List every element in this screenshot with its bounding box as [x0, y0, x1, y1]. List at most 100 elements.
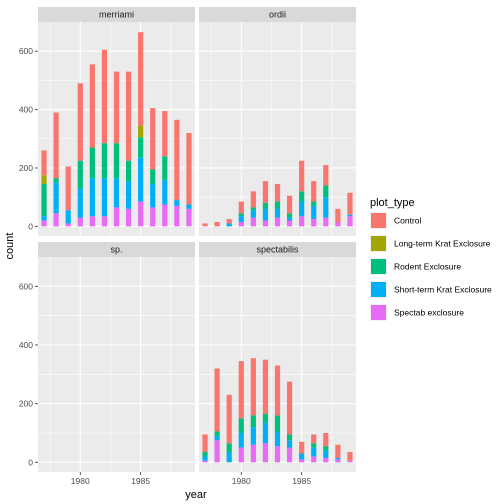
y-tick-label: 600: [19, 46, 33, 56]
bar-ordii-1989-short-term-krat-exclosure: [347, 214, 353, 217]
facet-strip-label: spectabilis: [256, 245, 299, 255]
bar-merriami-1981-rodent-exclosure: [89, 147, 95, 179]
bar-merriami-1984-control: [125, 71, 132, 161]
bar-ordii-1983-short-term-krat-exclosure: [274, 208, 281, 218]
bar-spectabilis-1983-short-term-krat-exclosure: [274, 431, 281, 447]
bar-spectabilis-1981-rodent-exclosure: [250, 415, 256, 428]
bar-ordii-1988-spectab-exclosure: [335, 221, 341, 227]
x-tick-label: 1985: [131, 476, 150, 486]
bar-spectabilis-1978-spectab-exclosure: [214, 440, 220, 463]
bar-spectabilis-1985-spectab-exclosure: [299, 459, 305, 463]
bar-merriami-1984-short-term-krat-exclosure: [125, 181, 132, 209]
bar-spectabilis-1981-short-term-krat-exclosure: [250, 427, 256, 445]
bar-ordii-1986-control: [311, 181, 317, 202]
bar-merriami-1989-control: [186, 132, 192, 205]
bar-spectabilis-1982-control: [262, 359, 269, 414]
bar-merriami-1977-control: [41, 150, 47, 176]
bar-spectabilis-1984-control: [286, 381, 293, 435]
bar-merriami-1987-rodent-exclosure: [162, 156, 168, 180]
bar-merriami-1983-rodent-exclosure: [113, 143, 120, 179]
bar-merriami-1986-control: [150, 108, 156, 170]
bar-ordii-1987-spectab-exclosure: [323, 217, 329, 227]
bar-ordii-1985-short-term-krat-exclosure: [299, 201, 305, 217]
bar-merriami-1977-long-term-krat-exclosure: [41, 175, 47, 185]
bar-merriami-1983-short-term-krat-exclosure: [113, 178, 120, 208]
bar-ordii-1983-control: [274, 184, 281, 202]
bar-merriami-1977-rodent-exclosure: [41, 184, 47, 217]
bar-spectabilis-1979-control: [226, 394, 232, 444]
bar-spectabilis-1981-control: [250, 358, 256, 416]
bar-ordii-1981-control: [250, 191, 256, 208]
bar-merriami-1987-spectab-exclosure: [162, 204, 168, 227]
bar-spectabilis-1988-short-term-krat-exclosure: [335, 457, 341, 460]
bar-spectabilis-1983-rodent-exclosure: [274, 415, 281, 432]
bar-ordii-1979-control: [226, 219, 232, 224]
facet-strip-label: ordii: [269, 10, 286, 20]
bar-spectabilis-1987-spectab-exclosure: [323, 457, 329, 463]
bar-spectabilis-1984-rodent-exclosure: [286, 434, 293, 441]
bar-merriami-1980-rodent-exclosure: [77, 160, 83, 189]
bar-spectabilis-1985-control: [299, 441, 305, 454]
bar-spectabilis-1987-control: [323, 432, 329, 447]
bar-spectabilis-1982-short-term-krat-exclosure: [262, 422, 269, 444]
bar-merriami-1988-spectab-exclosure: [174, 205, 180, 227]
bar-merriami-1977-spectab-exclosure: [41, 220, 47, 227]
bar-spectabilis-1986-spectab-exclosure: [311, 456, 317, 463]
bar-spectabilis-1980-short-term-krat-exclosure: [238, 432, 244, 448]
facet-strip: [199, 242, 356, 257]
bar-ordii-1982-short-term-krat-exclosure: [262, 208, 269, 221]
bar-spectabilis-1986-rodent-exclosure: [311, 443, 317, 448]
bar-ordii-1981-short-term-krat-exclosure: [250, 210, 256, 218]
bar-ordii-1984-rodent-exclosure: [286, 213, 293, 218]
bar-ordii-1982-control: [262, 181, 269, 204]
panels-layer: merriami 0 200 400 600 ordii sp. 0 200 400 600 1980…: [19, 7, 356, 486]
legend-label-control: Control: [394, 216, 422, 226]
panel-sp: sp. 0 200 400 600 1980 1985: [19, 242, 195, 486]
legend-title: plot_type: [370, 197, 415, 209]
facet-strip: [38, 242, 195, 257]
bar-merriami-1978-spectab-exclosure: [53, 213, 59, 227]
facet-strip-label: merriami: [99, 10, 134, 20]
bar-ordii-1984-control: [286, 195, 293, 214]
bar-spectabilis-1977-rodent-exclosure: [202, 452, 208, 457]
bar-merriami-1985-short-term-krat-exclosure: [138, 157, 144, 202]
bar-merriami-1982-control: [101, 49, 108, 144]
legend-key-rodent-exclosure: [371, 259, 386, 274]
bar-ordii-1983-spectab-exclosure: [274, 217, 281, 227]
legend-key-short-term-krat-exclosure: [371, 282, 386, 297]
bar-merriami-1979-control: [65, 166, 71, 211]
bar-merriami-1985-rodent-exclosure: [138, 137, 144, 158]
bar-merriami-1982-short-term-krat-exclosure: [101, 178, 108, 217]
bar-spectabilis-1984-short-term-krat-exclosure: [286, 440, 293, 448]
y-tick-label: 200: [19, 399, 33, 409]
bar-ordii-1982-rodent-exclosure: [262, 203, 269, 209]
bar-spectabilis-1980-control: [238, 361, 244, 419]
bar-spectabilis-1979-short-term-krat-exclosure: [226, 452, 232, 463]
facet-strip: [38, 7, 195, 22]
bar-ordii-1989-spectab-exclosure: [347, 216, 353, 227]
bar-merriami-1986-short-term-krat-exclosure: [150, 184, 156, 208]
bar-merriami-1982-spectab-exclosure: [101, 216, 108, 227]
y-axis-title: count: [4, 233, 16, 260]
bar-ordii-1984-spectab-exclosure: [286, 220, 293, 227]
panel-ordii: ordii: [199, 7, 356, 236]
bar-ordii-1989-control: [347, 192, 353, 215]
bar-merriami-1984-spectab-exclosure: [125, 208, 132, 227]
legend-label-short-term-krat-exclosure: Short-term Krat Exclosure: [394, 285, 492, 295]
bar-spectabilis-1983-control: [274, 365, 281, 416]
bar-spectabilis-1987-rodent-exclosure: [323, 446, 329, 451]
y-tick-label: 600: [19, 281, 33, 291]
bar-ordii-1982-spectab-exclosure: [262, 220, 269, 227]
bar-merriami-1987-short-term-krat-exclosure: [162, 179, 168, 205]
legend-label-spectab-exclosure: Spectab exclosure: [394, 308, 464, 318]
bar-spectabilis-1980-spectab-exclosure: [238, 447, 244, 463]
bar-spectabilis-1981-spectab-exclosure: [250, 444, 256, 463]
facet-strip-label: sp.: [110, 245, 122, 255]
y-tick-label: 0: [28, 457, 33, 467]
bar-merriami-1980-short-term-krat-exclosure: [77, 188, 83, 218]
facet-strip: [199, 7, 356, 22]
y-tick-label: 200: [19, 163, 33, 173]
bar-ordii-1984-short-term-krat-exclosure: [286, 217, 293, 221]
bar-ordii-1986-rodent-exclosure: [311, 201, 317, 206]
legend-key-spectab-exclosure: [371, 305, 386, 320]
